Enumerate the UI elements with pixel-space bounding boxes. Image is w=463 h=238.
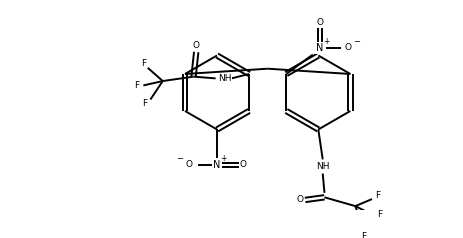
Text: −: − [176, 154, 183, 163]
Text: F: F [361, 233, 366, 238]
Text: O: O [316, 18, 323, 26]
Text: F: F [133, 81, 138, 90]
Text: N: N [213, 160, 220, 170]
Text: O: O [192, 41, 199, 50]
Text: −: − [352, 37, 359, 46]
Text: F: F [374, 191, 379, 200]
Text: O: O [185, 160, 192, 169]
Text: F: F [140, 59, 146, 68]
Text: O: O [344, 43, 350, 52]
Text: F: F [376, 210, 382, 219]
Text: O: O [239, 160, 246, 169]
Text: +: + [322, 37, 328, 46]
Text: N: N [315, 43, 323, 53]
Text: NH: NH [217, 74, 231, 83]
Text: NH: NH [315, 162, 329, 171]
Text: +: + [219, 154, 226, 163]
Text: O: O [296, 195, 303, 204]
Text: F: F [142, 99, 147, 109]
